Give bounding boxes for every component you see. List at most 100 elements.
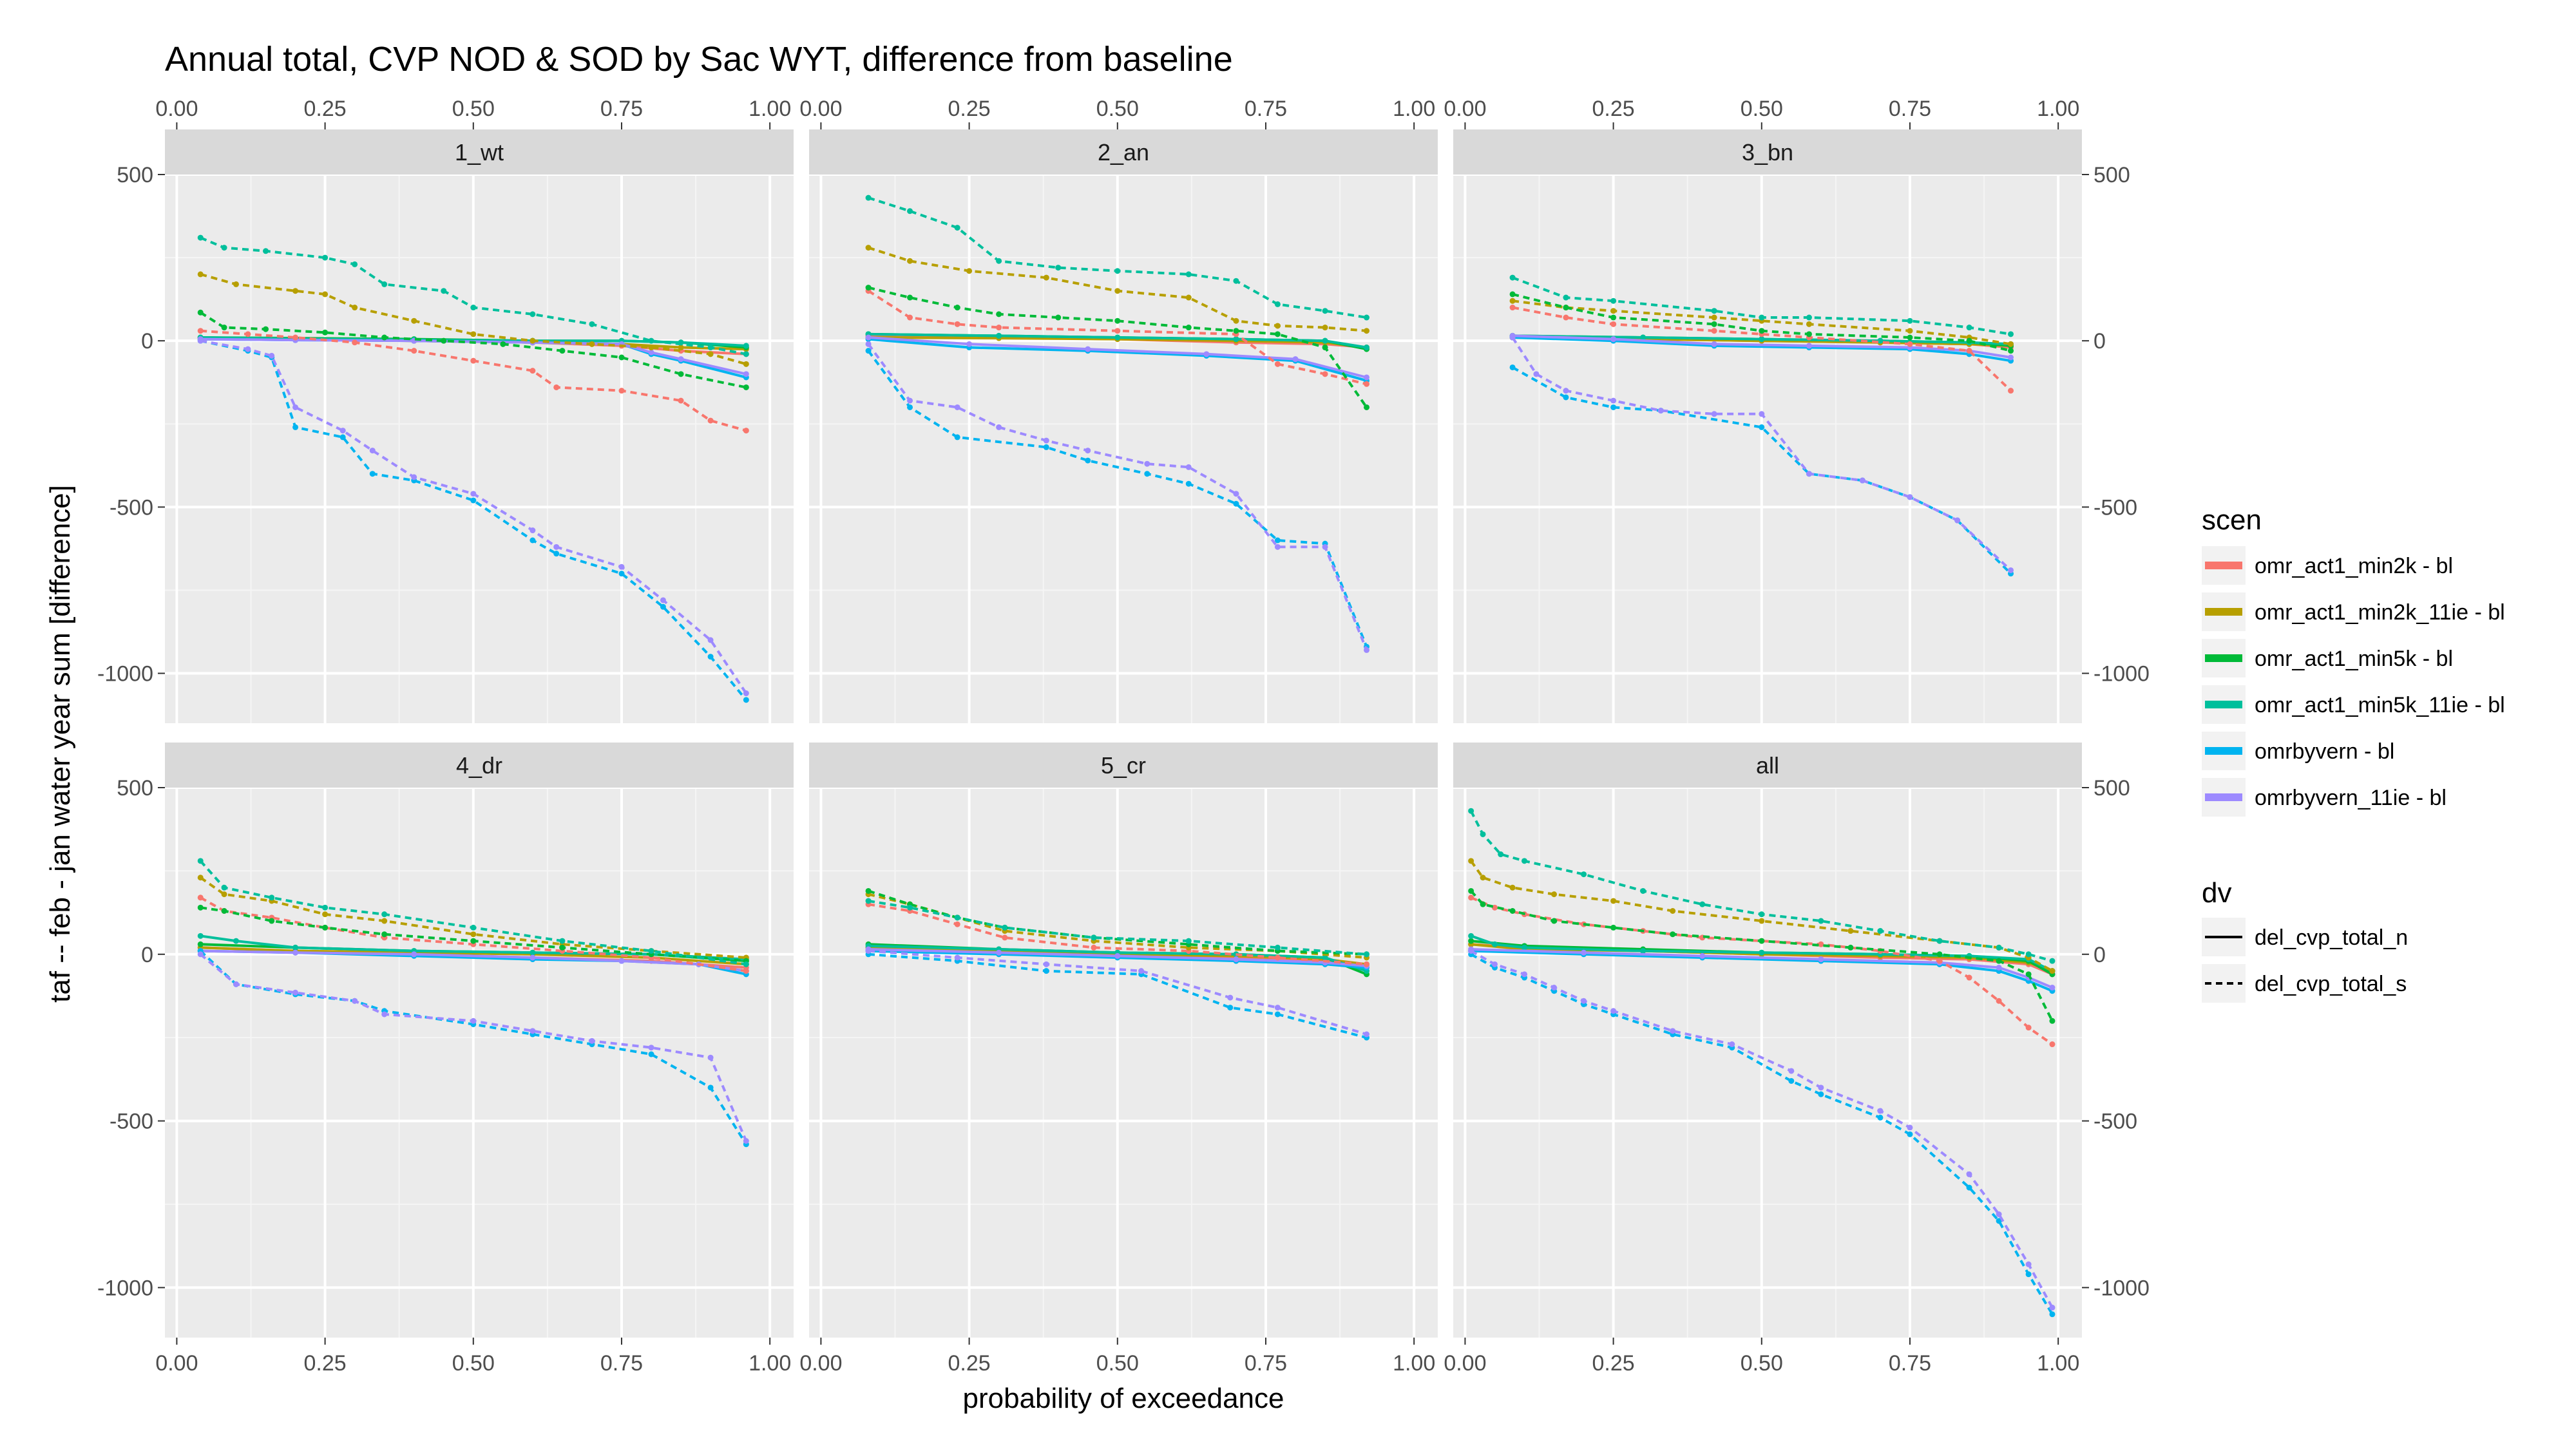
data-point <box>1233 491 1239 497</box>
data-point <box>470 491 477 497</box>
data-point <box>1551 985 1558 991</box>
data-point <box>1144 460 1150 467</box>
data-point <box>1966 1184 1972 1191</box>
data-point <box>263 248 269 254</box>
x-tick-label: 0.50 <box>1096 1351 1139 1376</box>
series-line-omrbyvern-bl-n <box>868 337 1368 383</box>
data-point <box>865 341 872 347</box>
panel-background <box>165 788 794 1338</box>
data-point <box>553 544 560 550</box>
data-point <box>1043 961 1049 967</box>
data-point <box>221 908 227 914</box>
data-point <box>743 351 749 357</box>
data-point <box>678 397 684 404</box>
y-tick-label: 500 <box>117 163 153 187</box>
data-point <box>2008 388 2014 394</box>
data-point <box>470 497 477 504</box>
data-point <box>1364 647 1370 653</box>
data-point <box>197 941 204 947</box>
data-point <box>1533 371 1540 377</box>
data-point <box>907 404 913 410</box>
data-point <box>1877 337 1884 344</box>
panel-strip <box>165 743 794 788</box>
data-point <box>1274 361 1281 367</box>
data-point <box>1185 938 1192 944</box>
data-point <box>1468 858 1474 864</box>
data-point <box>1711 411 1717 417</box>
data-point <box>865 194 872 201</box>
data-point <box>1670 1028 1676 1034</box>
data-point <box>1610 898 1617 904</box>
data-point <box>743 697 749 703</box>
y-tick-label: -500 <box>110 495 153 520</box>
data-point <box>1818 918 1824 924</box>
data-point <box>1203 351 1210 357</box>
data-point <box>292 424 299 430</box>
data-point <box>1657 408 1664 414</box>
data-point <box>1966 325 1972 331</box>
data-point <box>954 914 960 921</box>
data-point <box>1233 956 1239 963</box>
data-point <box>1563 394 1569 401</box>
data-point <box>1468 933 1474 939</box>
data-point <box>197 895 204 901</box>
x-tick-label: 0.25 <box>948 1351 991 1376</box>
series-line-omr-act1-min2k-11ie-bl-s <box>868 246 1367 332</box>
data-point <box>589 1037 595 1044</box>
data-point <box>707 654 714 660</box>
data-point <box>996 424 1002 430</box>
series-line-omr-act1-min5k-bl-s <box>868 889 1367 956</box>
data-point <box>954 305 960 311</box>
data-point <box>618 564 625 570</box>
panel-background <box>809 175 1438 723</box>
x-tick-label: 1.00 <box>749 97 791 121</box>
data-point <box>2049 968 2056 974</box>
data-point <box>381 1011 388 1018</box>
data-point <box>2008 348 2014 354</box>
y-tick-label: 0 <box>2094 329 2106 354</box>
data-point <box>1274 1005 1281 1011</box>
data-point <box>1138 968 1145 974</box>
data-point <box>322 291 329 298</box>
panels-group: 1_wt 0.00 0.25 0.50 0.75 1.00 500 0 -500 -1000 2_a… <box>97 97 2150 1376</box>
data-point <box>1364 374 1370 381</box>
data-point <box>1759 918 1765 924</box>
data-point <box>530 954 536 961</box>
data-point <box>1610 404 1617 410</box>
x-tick-label: 0.50 <box>452 1351 495 1376</box>
data-point <box>470 931 477 938</box>
data-point <box>648 948 654 954</box>
data-point <box>1091 944 1097 951</box>
data-point <box>233 281 239 287</box>
data-point <box>292 288 299 294</box>
data-point <box>1818 1084 1824 1091</box>
data-point <box>743 968 749 974</box>
x-tick-label: 1.00 <box>749 1351 791 1376</box>
series-line-omrbyvern-11ie-bl-s <box>200 339 747 694</box>
data-point <box>1966 337 1972 344</box>
data-point <box>1907 1131 1913 1137</box>
series-line-omr-act1-min5k-11ie-bl-n <box>868 944 1368 972</box>
panel-strip <box>1453 743 2082 788</box>
data-point <box>1233 336 1239 343</box>
data-point <box>1551 918 1558 924</box>
data-point <box>1364 328 1370 334</box>
data-point <box>1509 274 1516 281</box>
data-point <box>1610 308 1617 314</box>
data-point <box>865 245 872 251</box>
data-point <box>1364 314 1370 321</box>
data-point <box>907 904 913 911</box>
data-point <box>197 951 204 958</box>
data-point <box>1274 544 1281 550</box>
data-point <box>1640 887 1646 894</box>
data-point <box>1114 317 1121 324</box>
data-point <box>339 434 346 440</box>
data-point <box>269 352 275 359</box>
panel-strip <box>809 129 1438 175</box>
x-tick-label: 0.00 <box>155 97 198 121</box>
data-point <box>907 314 913 321</box>
panel-strip-label: 3_bn <box>1742 139 1793 166</box>
data-point <box>1085 346 1091 352</box>
panel-strip-label: 1_wt <box>455 139 504 166</box>
data-point <box>470 357 477 364</box>
